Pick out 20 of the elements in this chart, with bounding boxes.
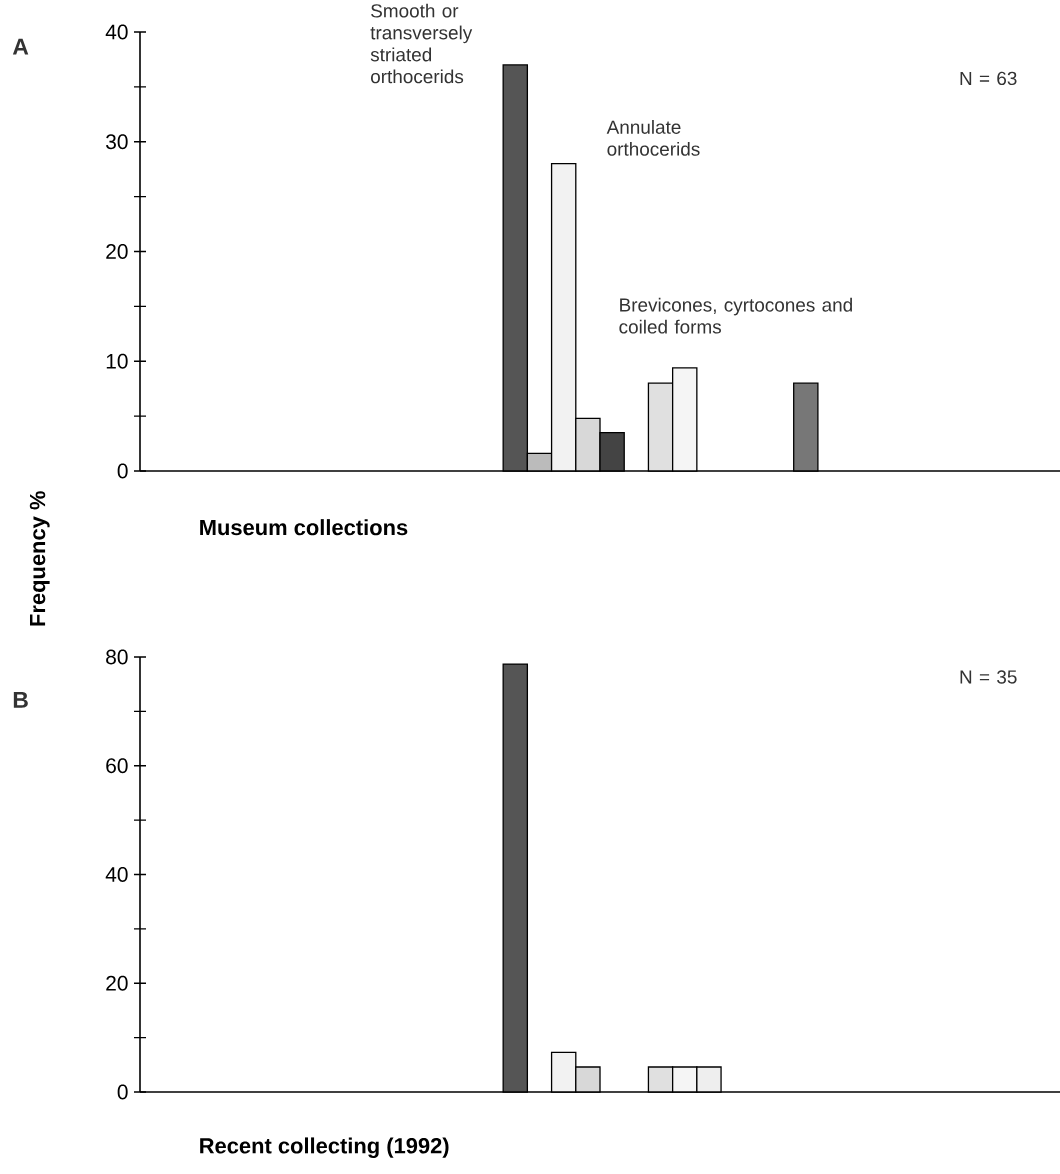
text: B bbox=[13, 692, 28, 708]
y-tick-label: 40 bbox=[105, 867, 128, 882]
annotation: Smooth or transversely striated orthocerids bbox=[370, 3, 473, 84]
annotation: N = 35 bbox=[960, 670, 1017, 684]
annotation: Annulate orthocerids bbox=[606, 119, 700, 156]
x-axis-title: Museum collections bbox=[200, 519, 408, 536]
text: A bbox=[12, 38, 29, 55]
annotation: Brevicones, cyrtocones and coiled forms bbox=[619, 297, 852, 334]
y-tick-label: 0 bbox=[117, 1084, 128, 1100]
x-axis-title: Recent collecting (1992) bbox=[200, 1137, 449, 1158]
y-tick-label: 20 bbox=[106, 975, 128, 991]
y-tick-label: 30 bbox=[106, 134, 128, 150]
y-tick-label: 60 bbox=[106, 758, 128, 774]
annotation: N = 63 bbox=[960, 71, 1017, 86]
y-tick-label: 0 bbox=[117, 463, 128, 479]
y-tick-label: 80 bbox=[106, 649, 128, 665]
y-tick-label: 40 bbox=[105, 24, 128, 40]
y-tick-label: 20 bbox=[106, 244, 128, 259]
y-tick-label: 10 bbox=[106, 353, 128, 369]
y-axis-title: Frequency % bbox=[29, 491, 50, 626]
